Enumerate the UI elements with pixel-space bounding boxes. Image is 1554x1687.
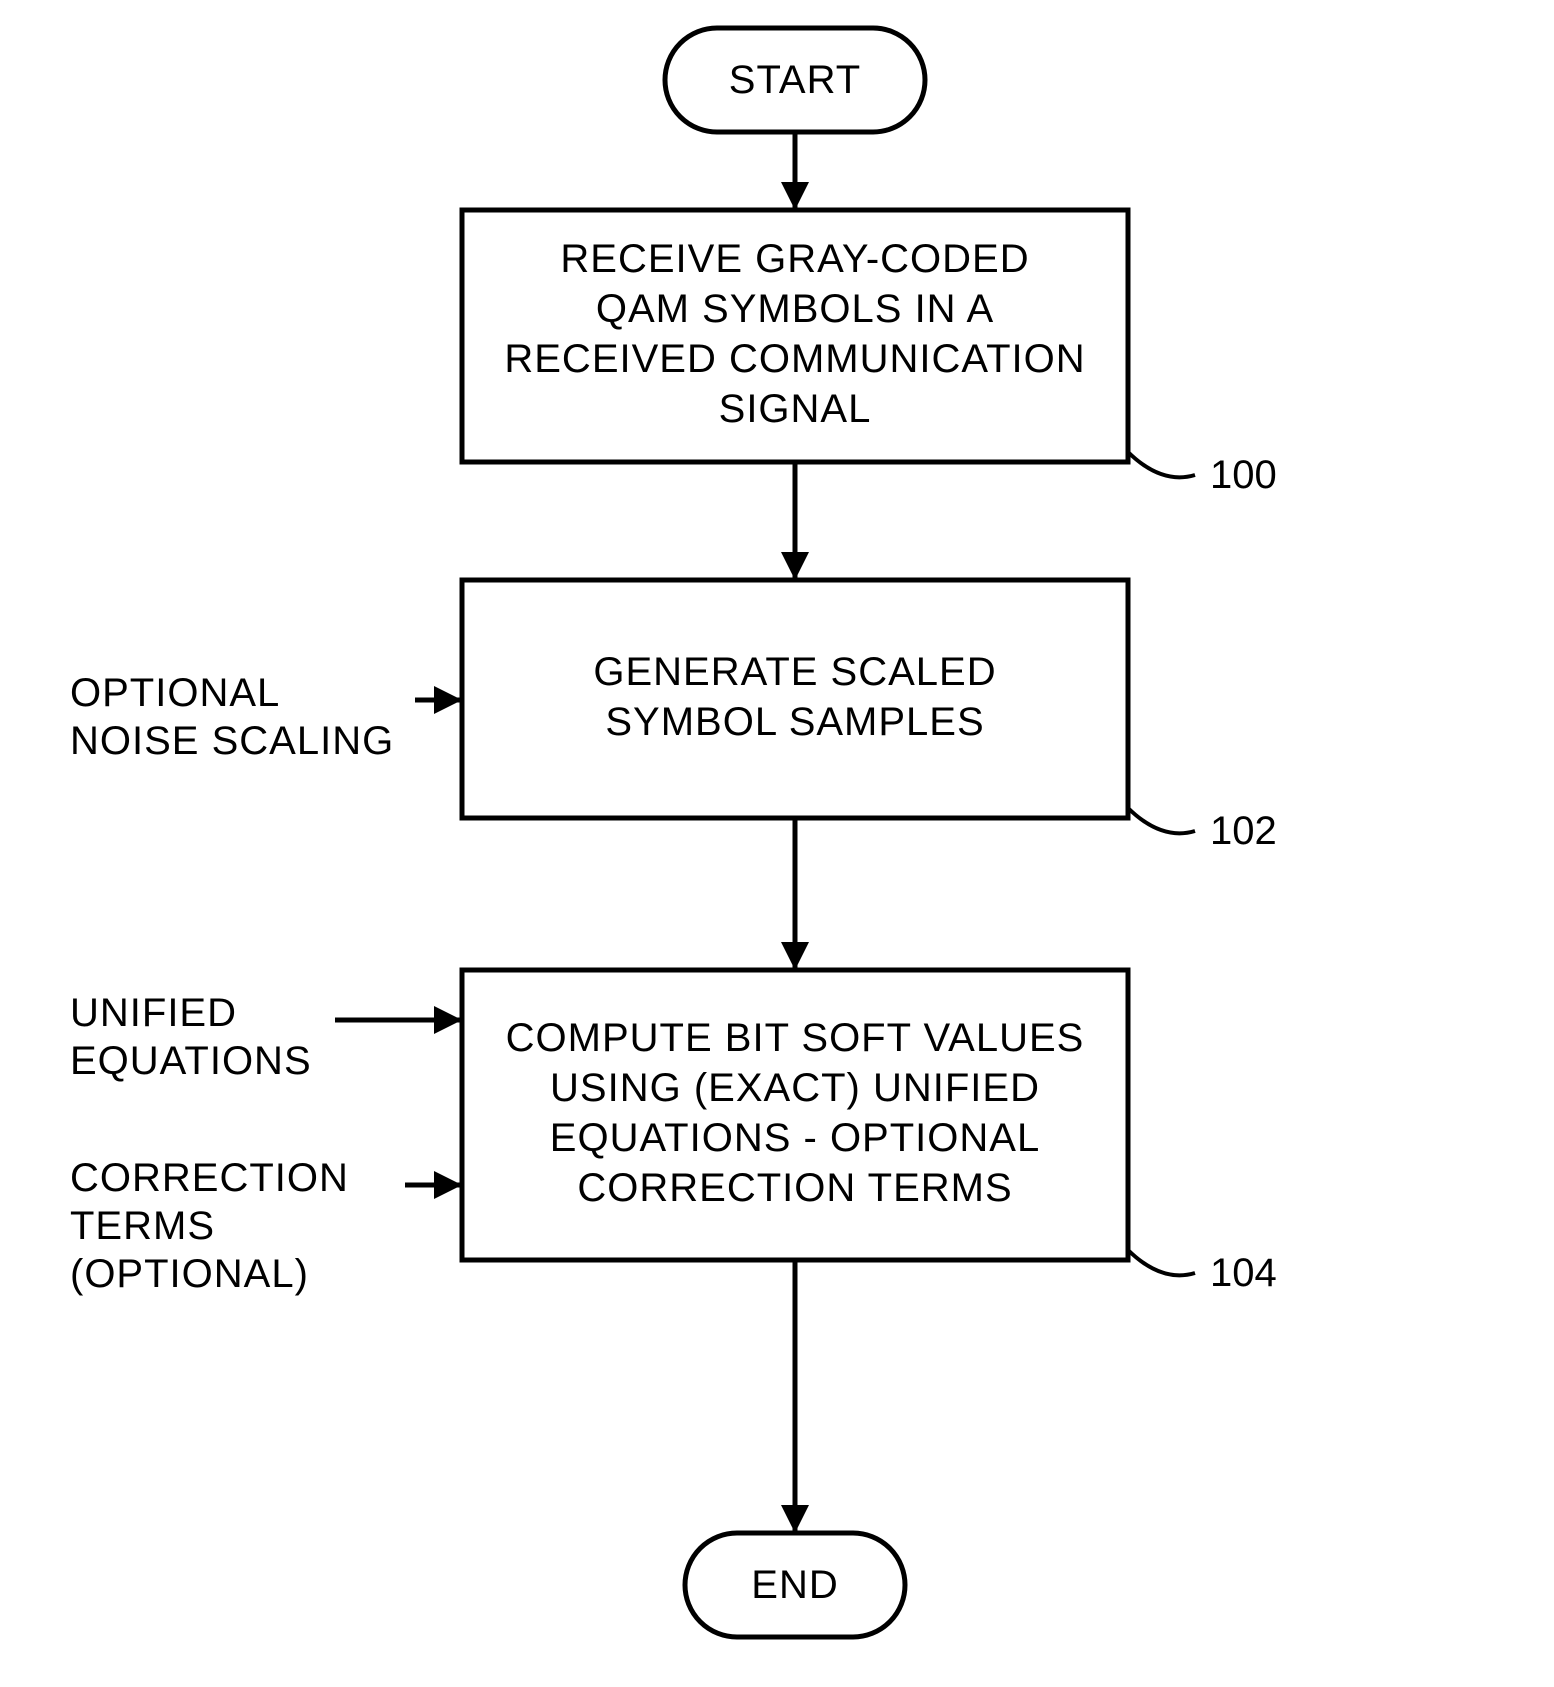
side-label-unified-line-0: UNIFIED [70, 991, 237, 1035]
side-label-unified: UNIFIEDEQUATIONS [70, 991, 312, 1083]
box-104-line-0: COMPUTE BIT SOFT VALUES [506, 1016, 1085, 1060]
ref-100-label: 100 [1210, 453, 1277, 497]
box-104: COMPUTE BIT SOFT VALUES USING (EXACT) UNI… [462, 970, 1128, 1260]
box-102-line-0: GENERATE SCALED [593, 650, 996, 694]
side-label-correction-line-0: CORRECTION [70, 1156, 349, 1200]
side-label-correction-line-2: (OPTIONAL) [70, 1252, 309, 1296]
end-terminal-label: END [751, 1563, 838, 1607]
box-102: GENERATE SCALED SYMBOL SAMPLES [462, 580, 1128, 818]
box-102-line-1: SYMBOL SAMPLES [605, 700, 984, 744]
box-104-line-3: CORRECTION TERMS [577, 1166, 1012, 1210]
box-100-line-2: RECEIVED COMMUNICATION [504, 337, 1085, 381]
box-104-line-1: USING (EXACT) UNIFIED [550, 1066, 1040, 1110]
start-terminal: START [665, 28, 925, 132]
ref-100: 100 [1128, 452, 1277, 497]
side-label-noise-line-0: OPTIONAL [70, 671, 280, 715]
box-100-line-0: RECEIVE GRAY-CODED [560, 237, 1029, 281]
side-label-noise-line-1: NOISE SCALING [70, 719, 394, 763]
side-label-correction-line-1: TERMS [70, 1204, 215, 1248]
ref-102-label: 102 [1210, 809, 1277, 853]
box-100-line-1: QAM SYMBOLS IN A [596, 287, 994, 331]
end-terminal: END [685, 1533, 905, 1637]
ref-104: 104 [1128, 1250, 1277, 1295]
side-label-unified-line-1: EQUATIONS [70, 1039, 312, 1083]
side-label-correction: CORRECTIONTERMS(OPTIONAL) [70, 1156, 349, 1296]
side-label-noise: OPTIONALNOISE SCALING [70, 671, 394, 763]
ref-102: 102 [1128, 808, 1277, 853]
box-104-line-2: EQUATIONS - OPTIONAL [550, 1116, 1040, 1160]
box-100-line-3: SIGNAL [719, 387, 872, 431]
ref-104-label: 104 [1210, 1251, 1277, 1295]
start-terminal-label: START [729, 58, 861, 102]
box-100: RECEIVE GRAY-CODED QAM SYMBOLS IN A RECEIV… [462, 210, 1128, 462]
